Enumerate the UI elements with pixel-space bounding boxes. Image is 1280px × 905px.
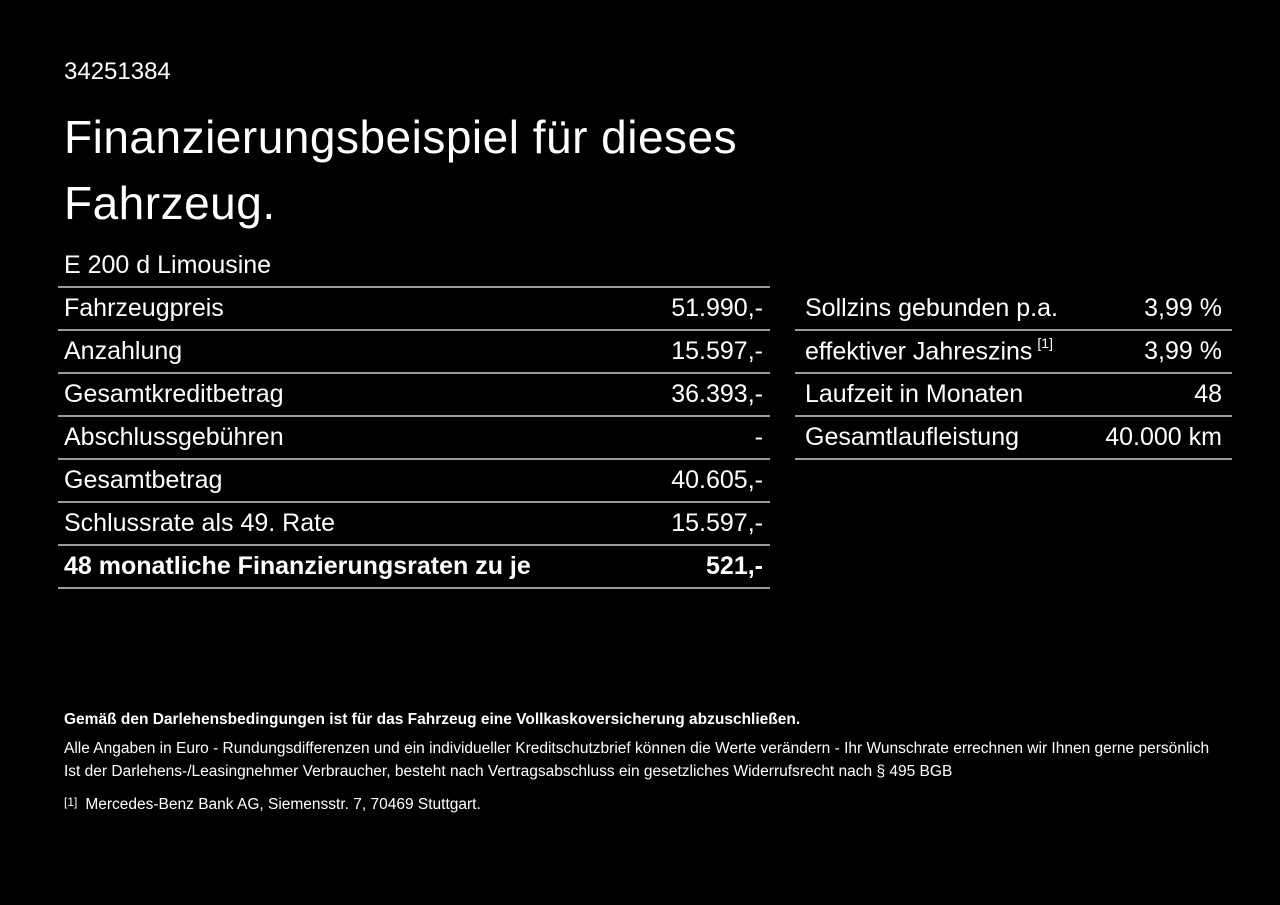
row-label: Schlussrate als 49. Rate <box>64 509 335 537</box>
footnote-reference: [1] <box>1037 334 1053 351</box>
footnote-text: Mercedes-Benz Bank AG, Siemensstr. 7, 70… <box>85 796 481 813</box>
offer-id: 34251384 <box>64 58 171 85</box>
row-value: 40.605,- <box>671 466 763 494</box>
row-label: effektiver Jahreszins [1] <box>805 334 1053 366</box>
vehicle-model-row: E 200 d Limousine <box>58 245 770 288</box>
table-row-anzahlung: Anzahlung 15.597,- <box>58 331 770 374</box>
page-content: 34251384 Finanzierungsbeispiel für diese… <box>58 0 1238 817</box>
table-row-gesamtbetrag: Gesamtbetrag 40.605,- <box>58 460 770 503</box>
row-label: 48 monatliche Finanzierungsraten zu je <box>64 552 531 580</box>
vehicle-model: E 200 d Limousine <box>64 251 272 279</box>
finance-table: E 200 d Limousine Fahrzeugpreis 51.990,-… <box>58 245 770 589</box>
disclaimer-line-2: Ist der Darlehens-/Leasingnehmer Verbrau… <box>64 763 953 780</box>
table-row-monatsrate: 48 monatliche Finanzierungsraten zu je 5… <box>58 546 770 589</box>
page-title-line2: Fahrzeug. <box>64 177 276 229</box>
row-value: 15.597,- <box>671 509 763 537</box>
row-label: Gesamtkreditbetrag <box>64 380 284 408</box>
row-value: - <box>754 423 763 451</box>
table-row-effektiver-jahreszins: effektiver Jahreszins [1] 3,99 % <box>795 331 1232 374</box>
disclaimer-line-1: Alle Angaben in Euro - Rundungsdifferenz… <box>64 740 1210 757</box>
table-row-abschlussgebuehren: Abschlussgebühren - <box>58 417 770 460</box>
insurance-notice: Gemäß den Darlehensbedingungen ist für d… <box>64 711 801 728</box>
table-row-schlussrate: Schlussrate als 49. Rate 15.597,- <box>58 503 770 546</box>
row-label: Abschlussgebühren <box>64 423 284 451</box>
page-title-line1: Finanzierungsbeispiel für dieses <box>64 111 738 163</box>
table-row-laufzeit: Laufzeit in Monaten 48 <box>795 374 1232 417</box>
row-value: 521,- <box>706 552 763 580</box>
row-label: Gesamtbetrag <box>64 466 223 494</box>
row-value: 15.597,- <box>671 337 763 365</box>
row-value: 51.990,- <box>671 294 763 322</box>
row-value: 3,99 % <box>1144 337 1222 365</box>
financing-tables: E 200 d Limousine Fahrzeugpreis 51.990,-… <box>58 245 1238 589</box>
row-label: Sollzins gebunden p.a. <box>805 294 1058 322</box>
row-value: 40.000 km <box>1105 423 1222 451</box>
table-row-sollzins: Sollzins gebunden p.a. 3,99 % <box>795 288 1232 331</box>
row-value: 3,99 % <box>1144 294 1222 322</box>
table-row-gesamtlaufleistung: Gesamtlaufleistung 40.000 km <box>795 417 1232 460</box>
row-label-text: effektiver Jahreszins <box>805 337 1033 366</box>
row-value: 48 <box>1194 380 1222 408</box>
row-value: 36.393,- <box>671 380 763 408</box>
row-label: Anzahlung <box>64 337 183 365</box>
page-title: Finanzierungsbeispiel für dieses Fahrzeug… <box>64 104 1238 236</box>
footnote-marker: [1] <box>64 795 78 809</box>
legal-fine-print: Gemäß den Darlehensbedingungen ist für d… <box>64 708 1238 817</box>
row-label: Gesamtlaufleistung <box>805 423 1020 451</box>
table-row-fahrzeugpreis: Fahrzeugpreis 51.990,- <box>58 288 770 331</box>
conditions-table: Sollzins gebunden p.a. 3,99 % effektiver… <box>795 288 1232 460</box>
table-row-gesamtkreditbetrag: Gesamtkreditbetrag 36.393,- <box>58 374 770 417</box>
footnote-bank: [1] Mercedes-Benz Bank AG, Siemensstr. 7,… <box>64 793 1238 817</box>
row-label: Fahrzeugpreis <box>64 294 224 322</box>
row-label: Laufzeit in Monaten <box>805 380 1024 408</box>
